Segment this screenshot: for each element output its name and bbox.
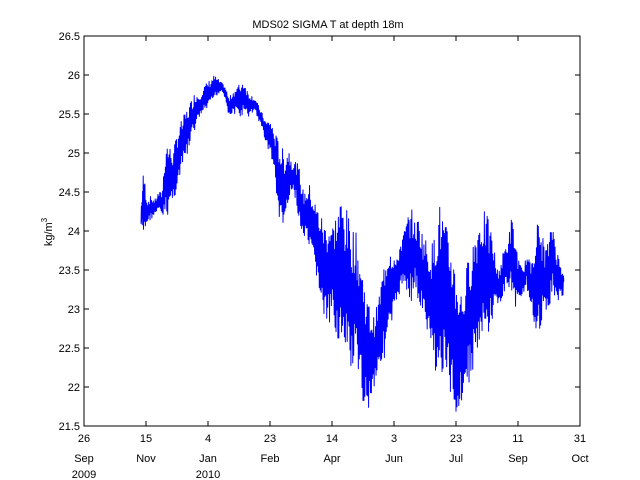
y-axis: 21.5 22 22.5 23 23.5 24 24.5 25 25.5 26 26.5 — [59, 31, 580, 433]
x-tick-day-label: 31 — [574, 433, 586, 445]
chart-title: MDS02 SIGMA T at depth 18m — [252, 19, 403, 31]
x-tick-day-label: 14 — [326, 433, 338, 445]
x-tick-day-label: 15 — [140, 433, 152, 445]
x-tick-month-label: Oct — [571, 453, 588, 465]
x-tick-day-label: 4 — [205, 433, 211, 445]
y-tick-label: 25 — [68, 148, 80, 160]
y-tick-label: 23.5 — [59, 265, 80, 277]
y-axis-label-superscript: 3 — [40, 217, 49, 222]
x-tick-day-label: 11 — [512, 433, 523, 445]
svg-text:kg/m3: kg/m3 — [40, 217, 55, 246]
x-tick-day-label: 23 — [450, 433, 462, 445]
x-tick-month-label: Jul — [449, 453, 463, 465]
y-tick-label: 22.5 — [59, 343, 80, 355]
y-tick-label: 23 — [68, 304, 80, 316]
plot-frame — [83, 35, 581, 427]
y-tick-label: 26.5 — [59, 31, 80, 43]
y-tick-label: 26 — [68, 70, 80, 82]
x-tick-day-label: 3 — [391, 433, 397, 445]
y-axis-label-base: kg/m — [43, 222, 55, 246]
y-tick-label: 24.5 — [59, 187, 80, 199]
x-tick-month-label: Nov — [136, 453, 156, 465]
data-layer — [140, 75, 565, 412]
x-tick-month-label: Apr — [323, 453, 340, 465]
x-tick-year-label: 2009 — [72, 469, 96, 480]
y-tick-label: 22 — [68, 382, 80, 394]
x-tick-month-label: Jun — [385, 453, 403, 465]
x-tick-month-label: Sep — [74, 453, 94, 465]
x-tick-month-label: Feb — [261, 453, 280, 465]
y-tick-label: 25.5 — [59, 109, 80, 121]
x-tick-month-label: Sep — [508, 453, 528, 465]
x-tick-month-label: Jan — [199, 453, 217, 465]
x-tick-day-label: 26 — [78, 433, 90, 445]
y-tick-label: 24 — [68, 226, 80, 238]
x-tick-day-label: 23 — [264, 433, 276, 445]
y-axis-label: kg/m3 — [40, 217, 55, 246]
x-tick-year-label: 2010 — [196, 469, 220, 480]
series-line-0 — [140, 75, 565, 412]
x-axis: 26 Sep 2009 15 Nov 4 Jan 2010 23 Feb 14 Apr 3 Jun 23 Ju… — [72, 36, 589, 480]
y-tick-label: 21.5 — [59, 421, 80, 433]
